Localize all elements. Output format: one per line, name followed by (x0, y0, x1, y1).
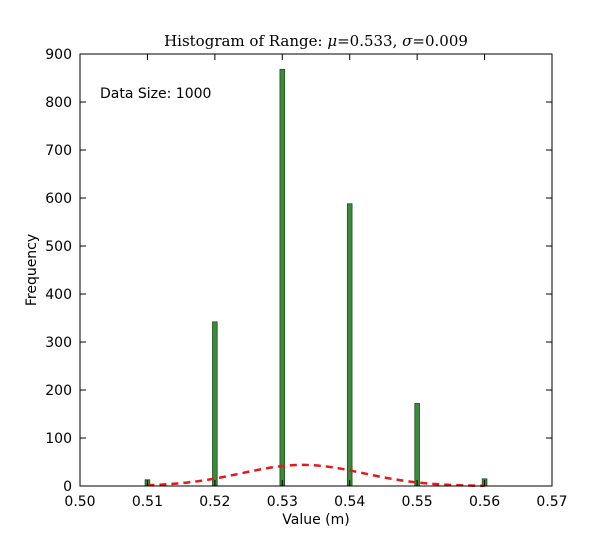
y-tick-label: 100 (45, 431, 72, 447)
x-tick-label: 0.52 (199, 494, 230, 510)
histogram-bar (279, 68, 286, 487)
x-axis-ticks: 0.50 0.51 0.52 0.53 0.54 0.55 0.56 0.57 (64, 54, 568, 510)
chart-title: Histogram of Range: μ=0.533, σ=0.009 (164, 32, 468, 50)
x-tick-label: 0.54 (334, 494, 365, 510)
x-axis-label: Value (m) (282, 512, 349, 528)
histogram-bar (414, 403, 420, 487)
y-axis-label: Frequency (24, 234, 40, 306)
x-tick-label: 0.50 (64, 494, 95, 510)
plot-area (80, 54, 552, 486)
plot-frame (79, 53, 553, 487)
data-size-annotation: Data Size: 1000 (100, 86, 211, 102)
y-tick-label: 300 (45, 335, 72, 351)
y-tick-label: 400 (45, 287, 72, 303)
x-tick-label: 0.56 (469, 494, 500, 510)
y-tick-label: 0 (63, 479, 72, 495)
y-tick-label: 700 (45, 143, 72, 159)
x-tick-label: 0.51 (132, 494, 163, 510)
x-tick-label: 0.55 (402, 494, 433, 510)
y-tick-label: 200 (45, 383, 72, 399)
y-tick-label: 800 (45, 95, 72, 111)
y-axis-ticks: 0 100 200 300 400 500 600 700 800 900 (45, 47, 552, 495)
y-tick-label: 500 (45, 239, 72, 255)
histogram-bar (212, 321, 218, 487)
y-tick-label: 900 (45, 47, 72, 63)
bars-group (144, 68, 488, 487)
histogram-bar (346, 203, 353, 487)
normal-fit-curve (147, 463, 485, 488)
x-tick-label: 0.53 (267, 494, 298, 510)
x-tick-label: 0.57 (536, 494, 567, 510)
y-tick-label: 600 (45, 191, 72, 207)
